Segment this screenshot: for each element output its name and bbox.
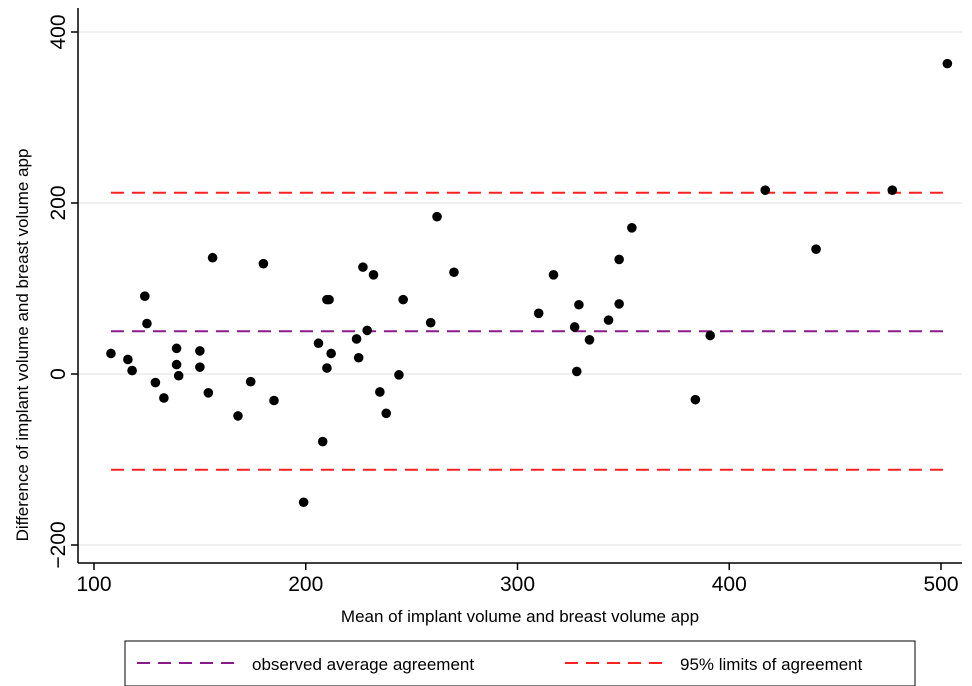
data-point-41 <box>574 299 584 310</box>
data-point-48 <box>705 330 715 341</box>
x-axis-title: Mean of implant volume and breast volume… <box>341 607 699 626</box>
data-point-10 <box>195 346 205 356</box>
data-point-15 <box>245 376 256 387</box>
data-point-19 <box>313 338 324 349</box>
data-point-12 <box>203 388 214 398</box>
data-point-40 <box>571 366 582 377</box>
data-point-43 <box>603 315 614 325</box>
data-point-0 <box>106 348 116 359</box>
data-point-26 <box>353 352 364 363</box>
data-point-4 <box>142 318 152 329</box>
data-point-24 <box>326 348 336 359</box>
data-point-52 <box>942 58 953 69</box>
data-point-17 <box>269 395 279 406</box>
data-point-33 <box>398 294 408 305</box>
data-points <box>106 58 953 508</box>
x-tick-label-1: 200 <box>288 573 323 596</box>
data-point-9 <box>173 370 184 381</box>
legend-label-average: observed average agreement <box>252 655 474 674</box>
x-tick-label-3: 400 <box>712 573 747 596</box>
data-point-16 <box>258 258 269 269</box>
y-tick-label-2: 200 <box>47 185 70 220</box>
data-point-6 <box>159 393 169 403</box>
grid-lines <box>78 31 962 546</box>
data-point-18 <box>298 497 309 508</box>
data-point-37 <box>533 308 544 319</box>
reference-lines <box>110 191 948 471</box>
data-point-5 <box>150 377 161 388</box>
data-point-51 <box>887 185 898 195</box>
data-point-14 <box>233 411 243 421</box>
data-point-50 <box>811 244 821 254</box>
data-point-1 <box>123 354 133 365</box>
data-point-49 <box>760 185 771 195</box>
x-tick-label-4: 500 <box>923 573 958 596</box>
data-point-34 <box>425 317 436 328</box>
x-tick-label-0: 100 <box>76 573 111 596</box>
y-axis-title: Difference of implant volume and breast … <box>13 149 32 542</box>
data-point-20 <box>317 436 328 447</box>
data-point-30 <box>375 387 385 397</box>
legend-label-limits: 95% limits of agreement <box>680 655 863 674</box>
data-point-2 <box>127 365 137 376</box>
data-point-29 <box>368 270 379 280</box>
y-tick-label-1: 0 <box>47 368 70 380</box>
data-point-27 <box>358 262 368 272</box>
y-tick-label-3: 400 <box>47 14 70 49</box>
data-point-23 <box>324 294 334 305</box>
data-point-8 <box>171 343 182 354</box>
legend-box <box>124 640 916 686</box>
legend: observed average agreement 95% limits of… <box>124 640 916 686</box>
data-point-44 <box>614 254 624 265</box>
data-point-36 <box>449 267 459 278</box>
data-point-42 <box>584 335 595 345</box>
data-point-7 <box>171 359 182 370</box>
data-point-39 <box>569 322 580 332</box>
axes: −200 0 200 400 100 200 300 400 500 <box>47 8 962 596</box>
data-point-45 <box>614 299 624 309</box>
x-tick-label-2: 300 <box>500 573 535 596</box>
data-point-13 <box>207 252 218 263</box>
data-point-35 <box>432 211 442 222</box>
data-point-46 <box>627 222 637 233</box>
data-point-25 <box>351 334 362 344</box>
data-point-47 <box>690 394 701 405</box>
y-tick-label-0: −200 <box>47 521 70 568</box>
y-ticks: −200 0 200 400 <box>47 14 78 569</box>
data-point-11 <box>195 362 205 372</box>
data-point-31 <box>381 408 392 419</box>
data-point-22 <box>322 363 332 373</box>
data-point-32 <box>394 370 404 380</box>
data-point-28 <box>362 325 372 336</box>
data-point-3 <box>140 291 150 301</box>
x-ticks: 100 200 300 400 500 <box>76 563 959 596</box>
data-point-38 <box>548 270 559 280</box>
